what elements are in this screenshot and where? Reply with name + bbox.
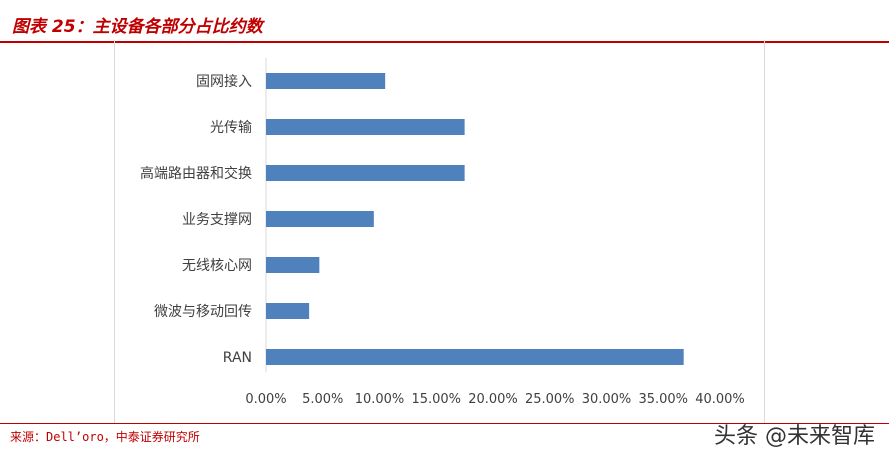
category-label: RAN [223, 350, 252, 366]
footer-divider [0, 423, 889, 424]
bar [266, 303, 310, 319]
x-tick-label: 40.00% [695, 392, 745, 407]
category-label: 固网接入 [196, 73, 252, 90]
x-tick-label: 35.00% [638, 392, 688, 407]
report-header: 图表 25：主设备各部分占比约数 [0, 0, 889, 43]
category-label: 无线核心网 [182, 258, 252, 274]
figure-title: 图表 25：主设备各部分占比约数 [12, 17, 263, 37]
category-label: 光传输 [210, 120, 252, 136]
x-tick-label: 20.00% [468, 392, 518, 407]
bar [266, 257, 320, 273]
chart-frame [114, 40, 765, 423]
x-tick-label: 25.00% [525, 392, 575, 407]
x-tick-label: 5.00% [302, 392, 343, 407]
x-tick-label: 0.00% [245, 392, 286, 407]
category-label: 高端路由器和交换 [140, 165, 252, 182]
bar [266, 349, 684, 365]
bar [266, 165, 465, 181]
category-label: 微波与移动回传 [154, 304, 252, 320]
x-tick-label: 10.00% [355, 392, 405, 407]
x-tick-label: 15.00% [411, 392, 461, 407]
x-tick-label: 30.00% [582, 392, 632, 407]
bar [266, 73, 386, 89]
source-note: 来源：Dell’oro，中泰证券研究所 [10, 430, 200, 444]
watermark-text: 头条 @未来智库 [714, 424, 875, 449]
category-label: 业务支撑网 [182, 212, 252, 228]
header-divider [0, 41, 889, 43]
bar [266, 211, 374, 227]
bar [266, 119, 465, 135]
